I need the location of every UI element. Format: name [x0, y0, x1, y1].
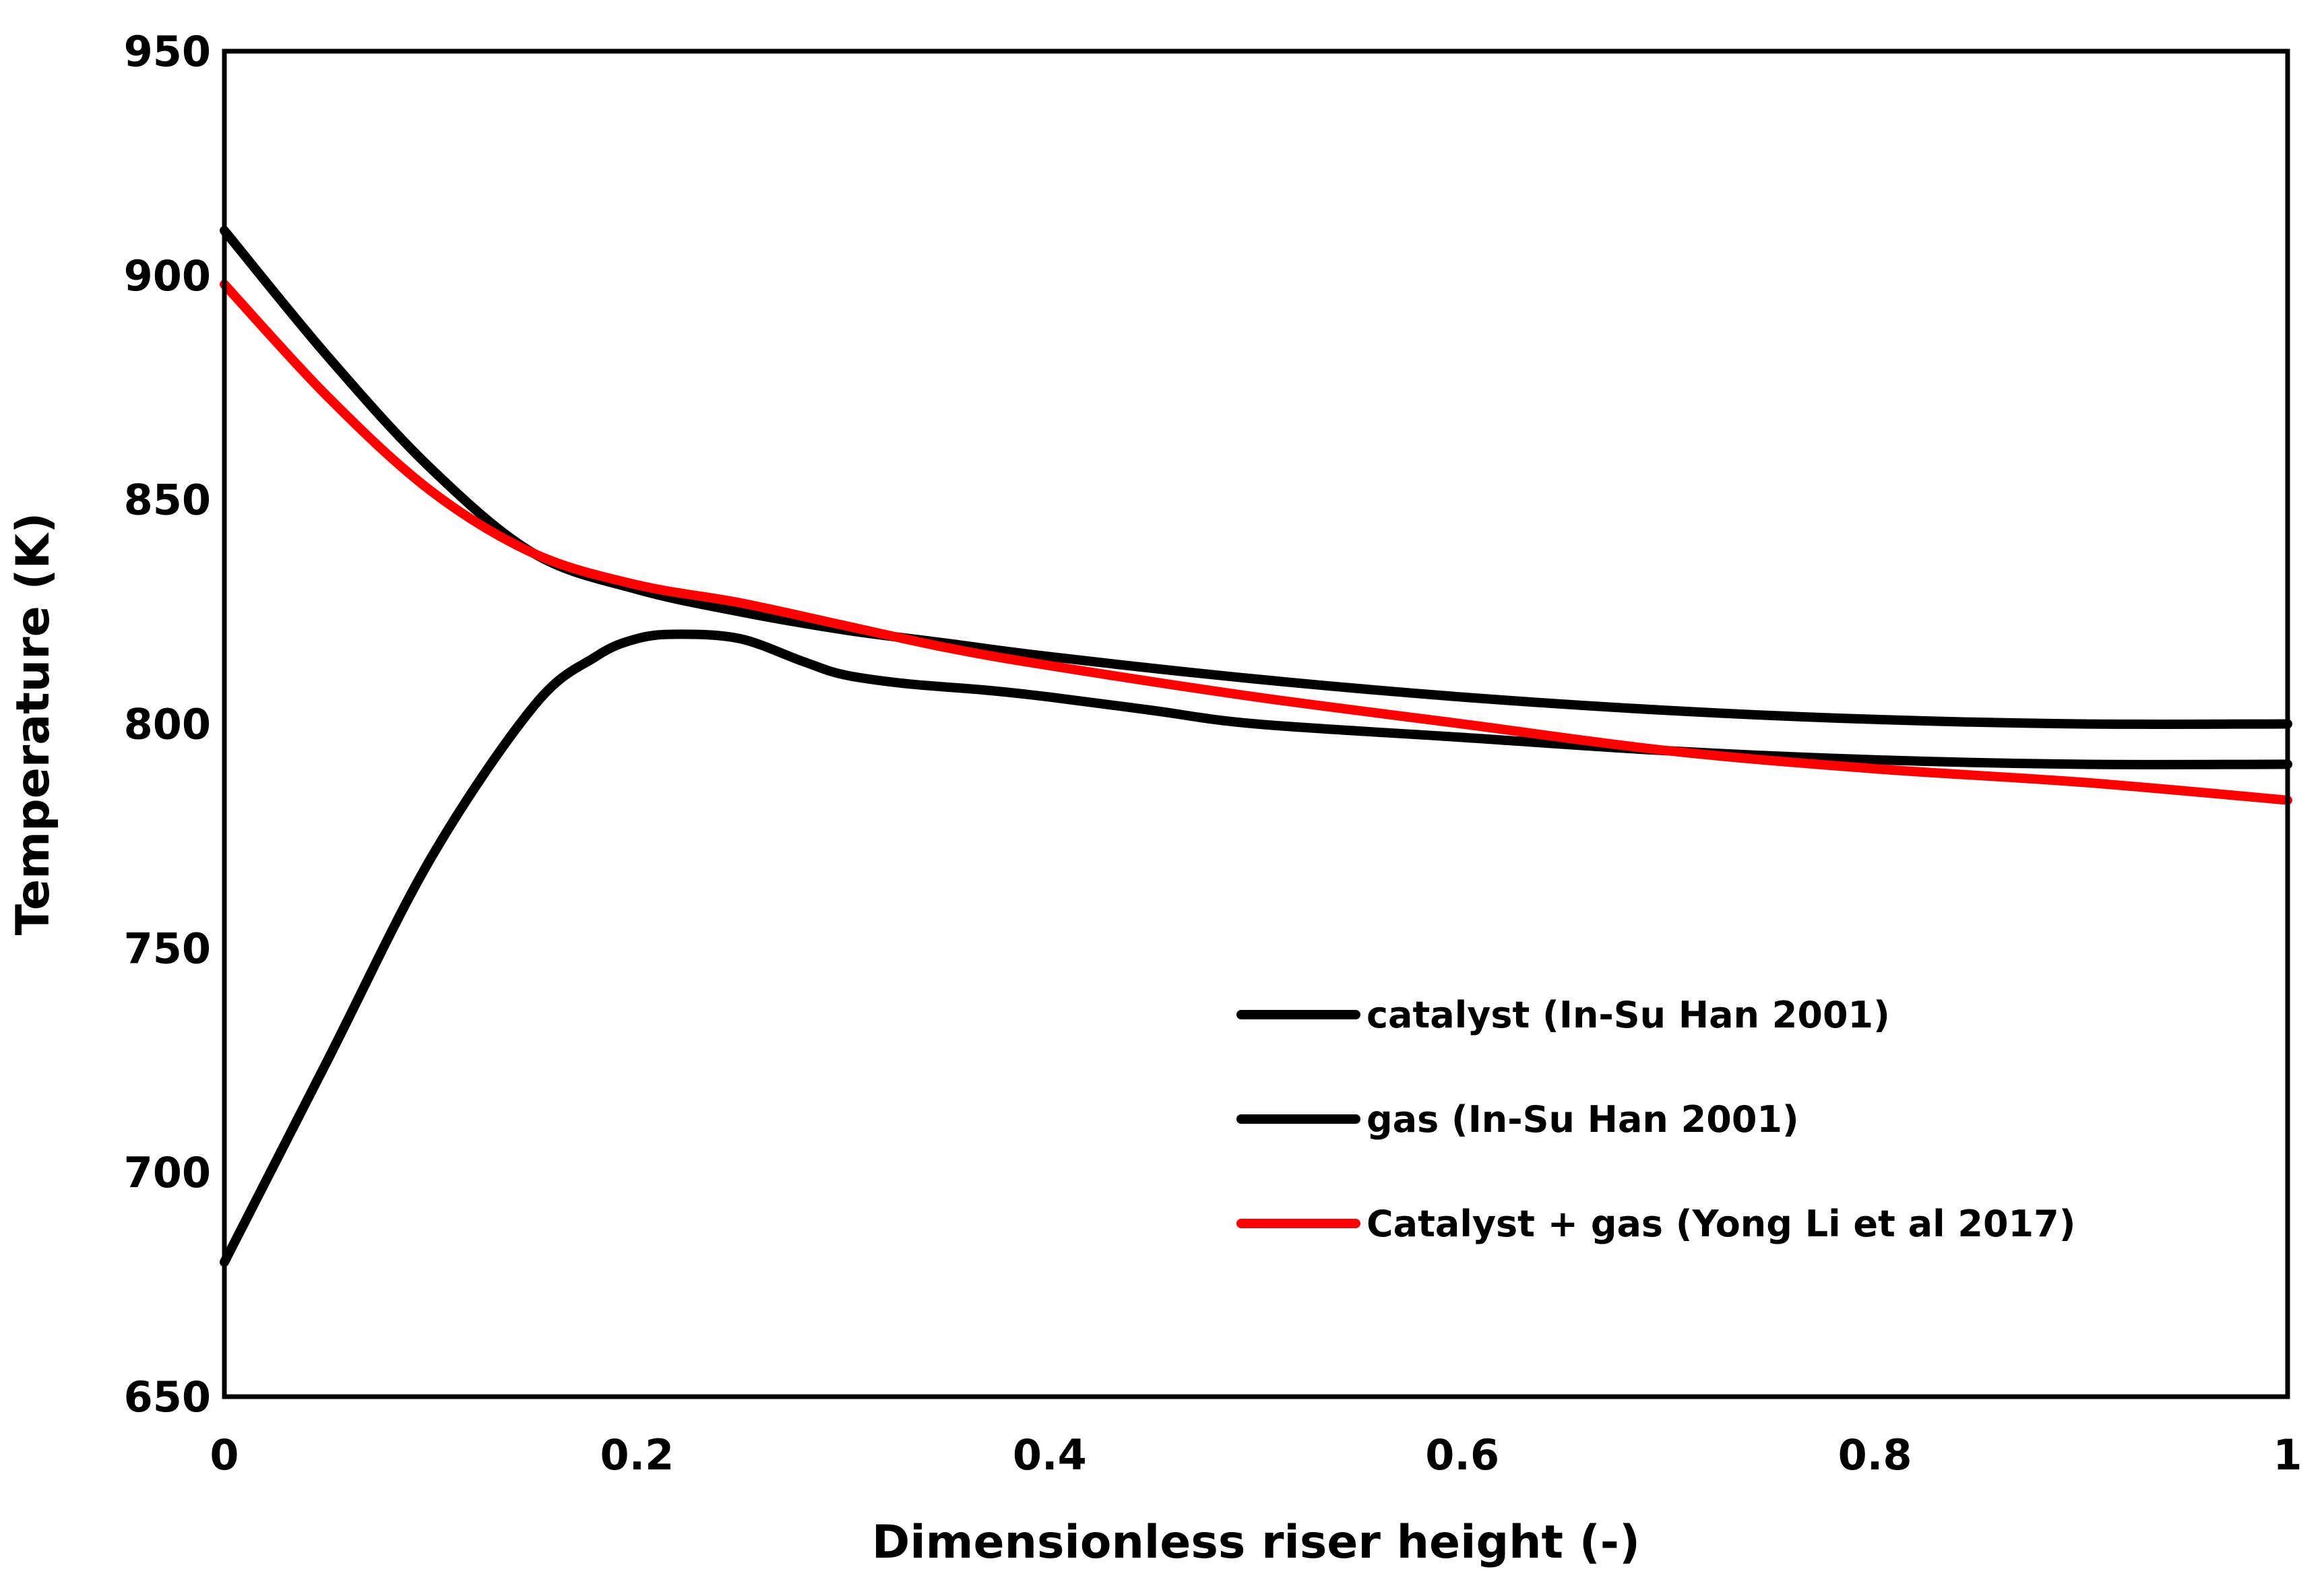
x-axis-title: Dimensionless riser height (-) [872, 1516, 1640, 1569]
x-tick-label: 0.8 [1838, 1430, 1912, 1480]
x-tick-label: 0.4 [1013, 1430, 1087, 1480]
legend-entry-catalyst-han-2001: catalyst (In-Su Han 2001) [1236, 994, 1890, 1036]
x-tick-label: 0.6 [1425, 1430, 1499, 1480]
y-tick-label: 700 [124, 1148, 211, 1197]
tick-labels: 0 0.2 0.4 0.6 0.8 1 650 700 750 800 850 900 950 [124, 27, 2302, 1480]
plot-area-frame [222, 49, 2290, 1399]
legend-entry-catalyst-gas-li-2017: Catalyst + gas (Yong Li et al 2017) [1236, 1203, 2075, 1245]
legend-entry-gas-han-2001: gas (In-Su Han 2001) [1236, 1098, 1799, 1141]
legend: catalyst (In-Su Han 2001) gas (In-Su Han … [1236, 994, 2075, 1245]
series-line-catalyst-han-2001 [220, 226, 2292, 729]
series-line-gas-han-2001 [220, 629, 2292, 1267]
legend-label: gas (In-Su Han 2001) [1367, 1098, 1799, 1141]
x-tick-label: 0.2 [600, 1430, 674, 1480]
x-tick-label: 0 [210, 1430, 239, 1480]
y-tick-label: 900 [124, 251, 211, 300]
y-tick-label: 750 [124, 924, 211, 973]
y-tick-label: 650 [124, 1372, 211, 1422]
y-axis-title: Temperature (K) [7, 513, 60, 936]
series-line-catalyst-gas-li-2017 [220, 280, 2292, 805]
x-tick-label: 1 [2273, 1430, 2302, 1480]
y-tick-label: 850 [124, 476, 211, 525]
y-tick-label: 800 [124, 700, 211, 749]
legend-label: catalyst (In-Su Han 2001) [1367, 994, 1890, 1036]
y-tick-label: 950 [124, 27, 211, 76]
series-layer [220, 226, 2292, 1267]
legend-label: Catalyst + gas (Yong Li et al 2017) [1367, 1203, 2075, 1245]
